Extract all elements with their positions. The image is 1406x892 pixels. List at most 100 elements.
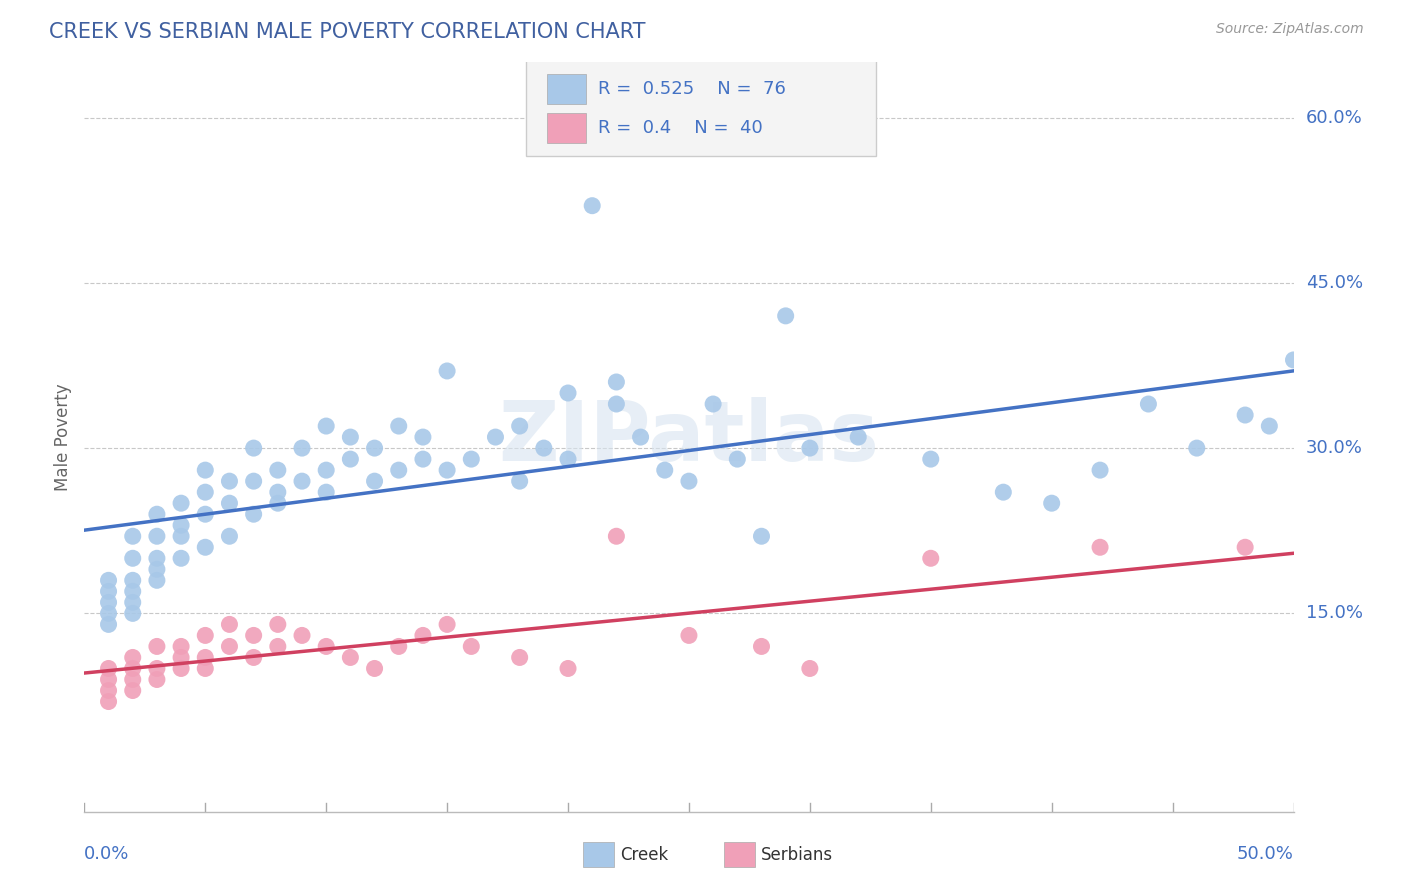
Text: 60.0%: 60.0% (1306, 109, 1362, 127)
Point (170, 551, 193, 566)
Point (678, 628, 700, 642)
Point (291, 628, 314, 642)
Point (846, 430, 869, 444)
Point (146, 551, 169, 566)
Point (170, 640, 193, 654)
Point (170, 650, 193, 665)
Point (799, 661, 821, 675)
Point (460, 452, 482, 467)
Point (484, 430, 506, 444)
Point (242, 650, 264, 665)
Point (412, 452, 434, 467)
Point (509, 474, 531, 488)
Text: Source: ZipAtlas.com: Source: ZipAtlas.com (1216, 22, 1364, 37)
Point (97, 574, 120, 588)
Point (799, 441, 821, 455)
Point (654, 463, 676, 477)
Point (267, 485, 290, 500)
Point (194, 485, 217, 500)
Text: 0.0%: 0.0% (84, 846, 129, 863)
Point (630, 430, 652, 444)
Point (509, 650, 531, 665)
Point (194, 628, 217, 642)
Text: R =  0.525    N =  76: R = 0.525 N = 76 (599, 80, 786, 98)
Point (291, 474, 314, 488)
Point (557, 386, 579, 401)
Point (436, 617, 458, 632)
Point (291, 441, 314, 455)
Text: 50.0%: 50.0% (1237, 846, 1294, 863)
Point (121, 595, 143, 609)
Point (581, 199, 603, 213)
Point (920, 551, 942, 566)
Point (557, 452, 579, 467)
Point (170, 518, 193, 533)
Text: R =  0.4    N =  40: R = 0.4 N = 40 (599, 119, 763, 137)
Point (97, 661, 120, 675)
Point (751, 640, 773, 654)
Point (1088, 541, 1111, 555)
Point (218, 474, 240, 488)
Point (97, 617, 120, 632)
Text: ZIPatlas: ZIPatlas (499, 397, 879, 477)
Point (194, 541, 217, 555)
Bar (547, 113, 586, 143)
Point (97, 584, 120, 599)
Point (605, 375, 627, 389)
Point (97, 673, 120, 687)
Point (121, 661, 143, 675)
Point (388, 463, 411, 477)
Point (388, 640, 411, 654)
Point (121, 673, 143, 687)
Point (1040, 496, 1063, 510)
Point (920, 452, 942, 467)
Point (97, 595, 120, 609)
Point (267, 640, 290, 654)
Point (751, 529, 773, 543)
Point (218, 529, 240, 543)
Point (170, 529, 193, 543)
Point (146, 574, 169, 588)
Text: Serbians: Serbians (761, 846, 832, 863)
Text: Creek: Creek (620, 846, 668, 863)
Point (1088, 463, 1111, 477)
Point (436, 364, 458, 378)
Point (146, 661, 169, 675)
Point (605, 397, 627, 411)
Point (412, 430, 434, 444)
Text: 30.0%: 30.0% (1306, 439, 1362, 457)
Point (242, 507, 264, 521)
Point (121, 529, 143, 543)
Point (97, 607, 120, 621)
Point (146, 507, 169, 521)
Text: 15.0%: 15.0% (1306, 605, 1362, 623)
Point (146, 673, 169, 687)
Point (605, 529, 627, 543)
Point (146, 529, 169, 543)
Point (121, 584, 143, 599)
Point (775, 309, 797, 323)
Point (170, 661, 193, 675)
Point (121, 551, 143, 566)
Point (121, 650, 143, 665)
Point (702, 397, 724, 411)
Point (460, 640, 482, 654)
Point (170, 496, 193, 510)
Point (339, 430, 361, 444)
Point (388, 419, 411, 434)
Point (412, 628, 434, 642)
Point (557, 661, 579, 675)
Text: Male Poverty: Male Poverty (53, 384, 72, 491)
Point (363, 441, 385, 455)
Point (121, 607, 143, 621)
Point (993, 485, 1015, 500)
Point (121, 683, 143, 698)
Point (339, 452, 361, 467)
Point (436, 463, 458, 477)
Point (339, 650, 361, 665)
Point (121, 574, 143, 588)
Point (242, 474, 264, 488)
Text: CREEK VS SERBIAN MALE POVERTY CORRELATION CHART: CREEK VS SERBIAN MALE POVERTY CORRELATIO… (49, 22, 645, 42)
Point (267, 496, 290, 510)
Point (267, 463, 290, 477)
